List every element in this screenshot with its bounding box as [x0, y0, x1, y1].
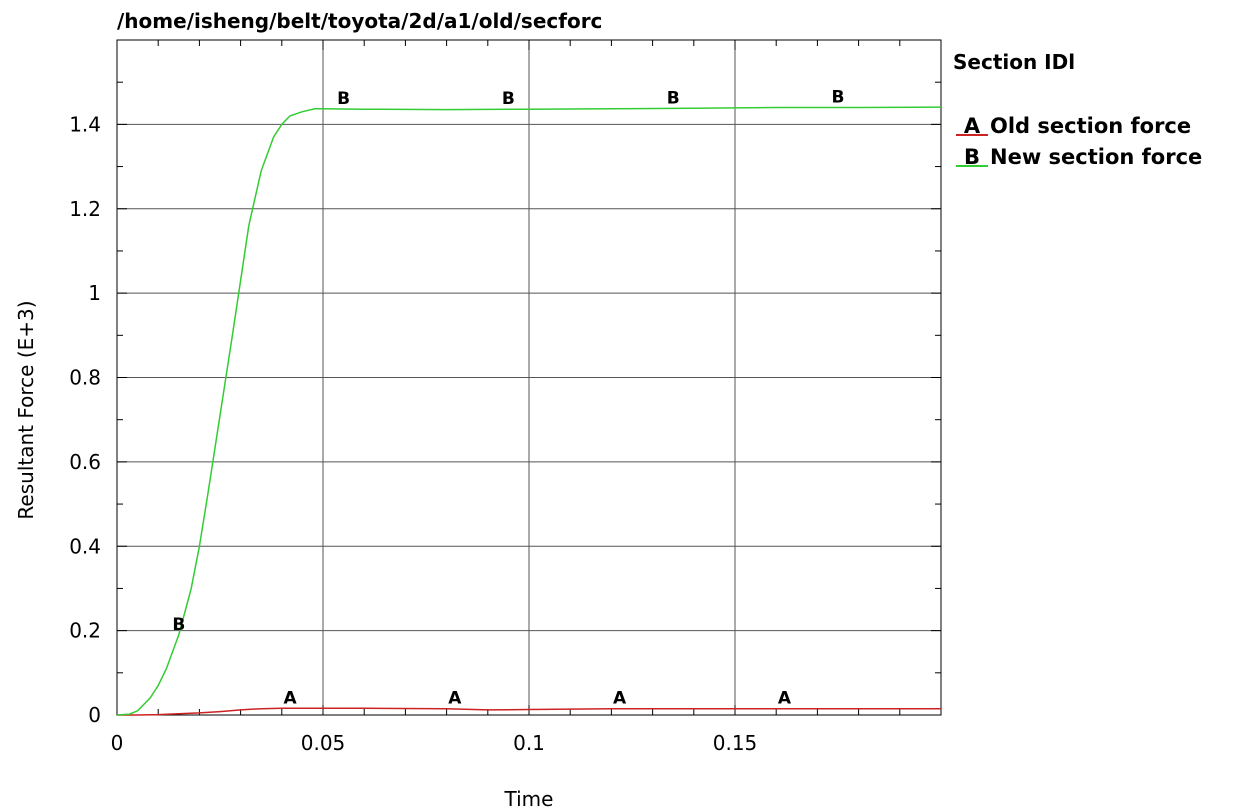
legend-label-B: New section force [990, 145, 1202, 169]
x-tick-label: 0.15 [713, 731, 758, 755]
marker-labels: A A A A B B B B B [172, 88, 844, 709]
series-marker-B: B [337, 89, 350, 109]
ticks [117, 40, 941, 715]
legend-id-A: A [964, 114, 981, 138]
y-axis-title: Resultant Force (E+3) [14, 300, 38, 519]
legend-entries: A Old section force B New section force [956, 114, 1202, 169]
x-axis-title: Time [504, 787, 554, 811]
legend-label-A: Old section force [990, 114, 1191, 138]
legend: Section IDl A Old section force B New secti… [953, 50, 1202, 169]
series-marker-B: B [667, 88, 680, 108]
series-marker-B: B [172, 615, 185, 635]
y-tick-label: 1.2 [69, 197, 101, 221]
y-tick-label: 0.6 [69, 450, 101, 474]
series-marker-B: B [832, 88, 845, 108]
plot-area: 0 0.05 0.1 0.15 0 0.2 0.4 0.6 0.8 1 1.2 1.4 A A A A B B B… [69, 39, 942, 755]
series-marker-A: A [778, 689, 792, 709]
series-line-A [117, 707, 941, 716]
series-marker-B: B [502, 89, 515, 109]
legend-id-B: B [964, 145, 980, 169]
series-marker-A: A [613, 689, 627, 709]
series-lines [116, 106, 942, 716]
chart-title: /home/isheng/belt/toyota/2d/a1/old/secfo… [117, 9, 602, 33]
x-tick-label: 0 [111, 731, 124, 755]
x-tick-label: 0.05 [301, 731, 346, 755]
series-marker-A: A [448, 689, 462, 709]
y-tick-label: 0 [88, 703, 101, 727]
y-tick-label: 1 [88, 281, 101, 305]
series-marker-A: A [283, 688, 297, 708]
y-tick-label: 1.4 [69, 112, 101, 136]
grid [117, 40, 941, 715]
legend-title: Section IDl [953, 50, 1075, 74]
y-tick-label: 0.8 [69, 366, 101, 390]
series-line-B [116, 106, 942, 716]
x-tick-label: 0.1 [513, 731, 545, 755]
y-tick-label: 0.2 [69, 619, 101, 643]
y-tick-label: 0.4 [69, 534, 101, 558]
tick-labels: 0 0.05 0.1 0.15 0 0.2 0.4 0.6 0.8 1 1.2 1.4 [69, 112, 757, 755]
